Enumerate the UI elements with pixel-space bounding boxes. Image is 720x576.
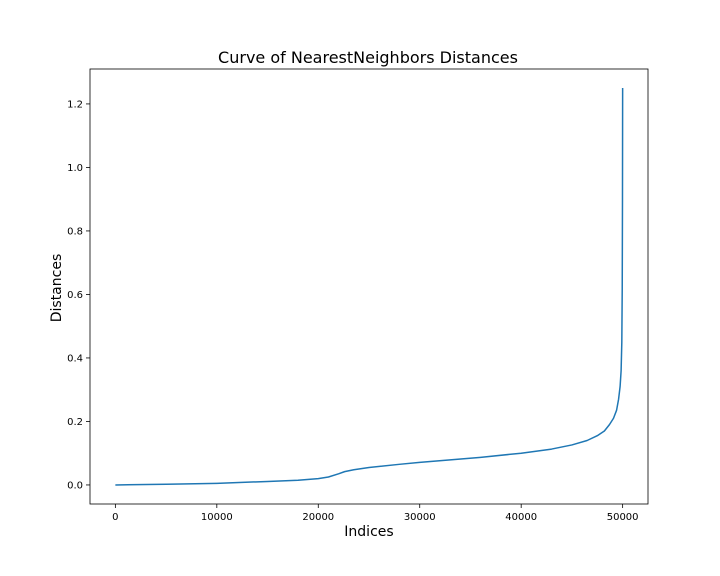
y-tick-label: 0.6 <box>67 290 83 301</box>
axes-frame <box>89 68 649 505</box>
y-axis: 0.0 0.2 0.4 0.6 0.8 1.0 1.2 <box>67 99 90 491</box>
chart-title: Curve of NearestNeighbors Distances <box>218 48 518 67</box>
y-tick-label: 0.8 <box>67 226 83 237</box>
y-axis-label: Distances <box>49 254 65 323</box>
x-axis-label: Indices <box>344 524 393 540</box>
y-tick-label: 1.2 <box>67 99 83 110</box>
x-tick-label: 0 <box>112 512 118 523</box>
y-tick-label: 1.0 <box>67 163 83 174</box>
x-tick-label: 20000 <box>302 512 334 523</box>
x-tick-label: 10000 <box>201 512 233 523</box>
y-tick-label: 0.4 <box>67 353 83 364</box>
x-tick-label: 40000 <box>505 512 537 523</box>
y-tick-label: 0.2 <box>67 417 83 428</box>
x-tick-label: 50000 <box>607 512 639 523</box>
series-line-0 <box>115 88 624 486</box>
plot-area: 0 10000 20000 30000 40000 50000 0.00.20.40.60… <box>67 68 649 523</box>
x-tick-label: 30000 <box>404 512 436 523</box>
series-group <box>115 88 624 486</box>
y-tick-label: 0.0 <box>67 480 83 491</box>
x-axis: 0 10000 20000 30000 40000 50000 <box>112 504 639 523</box>
